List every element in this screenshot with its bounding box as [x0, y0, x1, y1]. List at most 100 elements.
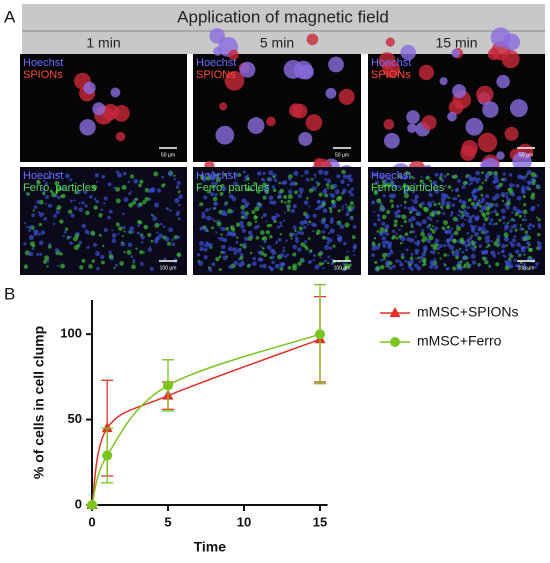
cell: [120, 241, 124, 244]
cell: [395, 236, 399, 240]
cell: [63, 230, 67, 234]
cell: [395, 232, 398, 235]
cell: [511, 192, 516, 197]
cell: [287, 208, 291, 212]
cell: [483, 232, 487, 235]
cell: [222, 250, 226, 255]
cell: [23, 222, 27, 225]
cell: [492, 180, 496, 184]
scale-label: 100 µm: [518, 265, 535, 271]
cell: [508, 187, 513, 193]
cell: [75, 233, 80, 238]
cell: [453, 174, 458, 179]
cell: [490, 210, 493, 214]
cell: [318, 261, 323, 266]
cell: [318, 169, 324, 175]
cell: [59, 252, 63, 256]
cell: [329, 210, 333, 214]
cell: [381, 236, 387, 241]
cell: [322, 266, 325, 270]
header-bar: [22, 4, 545, 54]
cell: [240, 210, 246, 215]
series-line: [91, 338, 321, 506]
cell: [210, 176, 215, 181]
cell: [236, 248, 242, 254]
cell: [292, 244, 297, 250]
cell: [423, 207, 430, 213]
cell: [415, 257, 418, 260]
cell: [473, 231, 479, 237]
cell: [373, 236, 377, 240]
point: [315, 329, 325, 340]
cell: [306, 196, 309, 200]
marker-label: SPIONs: [371, 69, 411, 81]
cell: [437, 202, 441, 206]
cell: [397, 184, 401, 189]
cell: [519, 224, 522, 227]
cell: [348, 174, 352, 178]
cell: [487, 243, 491, 248]
cell: [36, 200, 41, 204]
cell: [44, 194, 50, 200]
y-tick-label: 0: [75, 496, 82, 511]
cell: [121, 184, 127, 190]
cell: [115, 198, 121, 204]
cell: [472, 176, 478, 182]
cell: [382, 194, 386, 198]
cell: [211, 217, 215, 221]
cell: [520, 185, 526, 191]
cell: [211, 181, 215, 186]
y-tick-label: 100: [60, 326, 82, 341]
cell: [509, 264, 514, 269]
cell: [83, 190, 88, 195]
cell: [108, 250, 112, 254]
cell: [294, 233, 298, 236]
cell: [445, 238, 451, 244]
cell: [484, 236, 488, 240]
cell: [434, 184, 438, 187]
cell: [101, 176, 104, 179]
cell: [140, 235, 145, 240]
cell: [316, 184, 319, 187]
cell: [215, 231, 218, 234]
cell: [91, 259, 95, 263]
cell: [229, 188, 232, 192]
point: [102, 450, 113, 461]
cell: [298, 187, 304, 193]
cell: [418, 260, 422, 263]
cell: [501, 243, 506, 249]
cell: [312, 213, 317, 218]
cell: [227, 171, 230, 174]
cell: [339, 224, 345, 229]
x-tick-label: 10: [237, 514, 251, 529]
cell: [173, 177, 177, 181]
cell: [28, 251, 34, 257]
cell: [392, 264, 396, 269]
cell: [442, 220, 449, 226]
cell: [467, 198, 472, 202]
cell: [327, 232, 331, 235]
cell: [313, 173, 317, 177]
cell: [429, 217, 433, 222]
cell: [263, 253, 267, 258]
cell: [509, 99, 528, 118]
cell: [468, 215, 472, 220]
cell: [131, 264, 136, 270]
cell: [465, 261, 469, 265]
scale-label: 50 µm: [519, 152, 533, 158]
cell: [440, 179, 445, 183]
cell: [453, 230, 459, 236]
legend-marker: [389, 307, 401, 317]
cell: [326, 241, 330, 245]
cell: [505, 244, 509, 247]
cell: [250, 188, 254, 192]
cell: [352, 224, 357, 229]
cell: [324, 223, 329, 229]
cell: [511, 238, 516, 243]
cell: [297, 247, 302, 252]
cell: [447, 229, 452, 235]
cell: [139, 262, 144, 266]
cell: [531, 224, 536, 228]
cell: [512, 223, 517, 228]
cell: [32, 209, 35, 212]
